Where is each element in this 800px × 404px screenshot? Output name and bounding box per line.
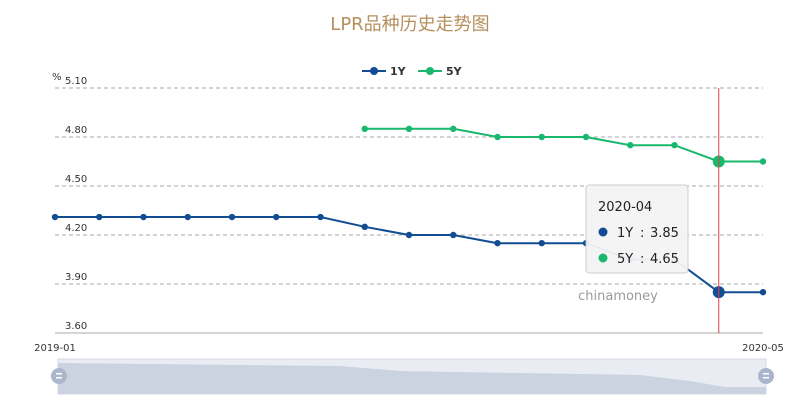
data-point[interactable] <box>361 125 368 133</box>
tooltip-1y-value: 3.85 <box>650 226 679 241</box>
zoom-preview <box>58 363 766 394</box>
data-point[interactable] <box>450 125 457 133</box>
tooltip-5y-name: 5Y <box>617 252 633 267</box>
data-point[interactable] <box>405 125 413 133</box>
legend-item-5Y[interactable]: 5Y <box>418 65 463 78</box>
zoom-handle-left[interactable] <box>51 368 67 384</box>
y-tick-label: 5.10 <box>65 76 87 87</box>
data-point[interactable] <box>759 158 767 165</box>
chart-title: LPR品种历史走势图 <box>330 14 489 35</box>
y-tick-labels: 3.60 3.90 4.20 4.50 4.80 5.10 <box>65 76 87 332</box>
data-point[interactable] <box>361 223 368 231</box>
legend-item-1Y[interactable]: 1Y <box>362 65 407 78</box>
tooltip-1y-sep: : <box>640 226 644 241</box>
y-tick-label: 3.60 <box>65 321 87 332</box>
data-point[interactable] <box>671 141 678 149</box>
series-line-5Y <box>364 127 763 163</box>
legend-label: 5Y <box>446 65 463 78</box>
tooltip-5y-value: 4.65 <box>650 252 679 267</box>
legend-label: 1Y <box>390 65 407 78</box>
y-axis-unit: % <box>52 72 62 83</box>
tooltip-1y-marker <box>598 227 608 237</box>
legend-marker <box>426 67 434 75</box>
tooltip-5y-sep: : <box>640 252 644 267</box>
data-point[interactable] <box>317 213 324 221</box>
data-point[interactable] <box>450 231 457 239</box>
data-point[interactable] <box>140 213 147 221</box>
x-tick-start: 2019-01 <box>34 343 76 354</box>
watermark: chinamoney <box>578 289 658 304</box>
zoom-handle-right[interactable] <box>758 368 774 384</box>
y-tick-label: 4.50 <box>65 174 87 185</box>
data-point[interactable] <box>538 239 545 247</box>
legend-marker <box>370 67 378 75</box>
tooltip-box <box>585 184 689 274</box>
y-tick-label: 4.20 <box>65 223 87 234</box>
data-point[interactable] <box>494 239 501 247</box>
data-point[interactable] <box>494 133 501 141</box>
tooltip-1y-name: 1Y <box>617 226 633 241</box>
data-point[interactable] <box>96 213 103 221</box>
data-point[interactable] <box>184 213 191 221</box>
legend[interactable]: 1Y 5Y <box>362 65 463 78</box>
data-point[interactable] <box>51 213 59 221</box>
tooltip: 2020-04 1Y : 3.85 5Y : 4.65 <box>585 184 689 274</box>
data-point[interactable] <box>228 213 236 221</box>
data-point[interactable] <box>627 141 634 149</box>
series-5Y <box>361 125 767 168</box>
data-point[interactable] <box>538 133 545 141</box>
data-point[interactable] <box>759 288 767 296</box>
x-tick-end: 2020-05 <box>742 343 784 354</box>
data-zoom[interactable] <box>51 358 774 395</box>
data-point[interactable] <box>405 231 413 239</box>
y-tick-label: 3.90 <box>65 272 87 283</box>
tooltip-5y-marker <box>598 253 608 263</box>
data-point[interactable] <box>273 213 280 221</box>
data-point[interactable] <box>582 133 590 141</box>
y-tick-label: 4.80 <box>65 125 87 136</box>
tooltip-date: 2020-04 <box>598 200 652 215</box>
